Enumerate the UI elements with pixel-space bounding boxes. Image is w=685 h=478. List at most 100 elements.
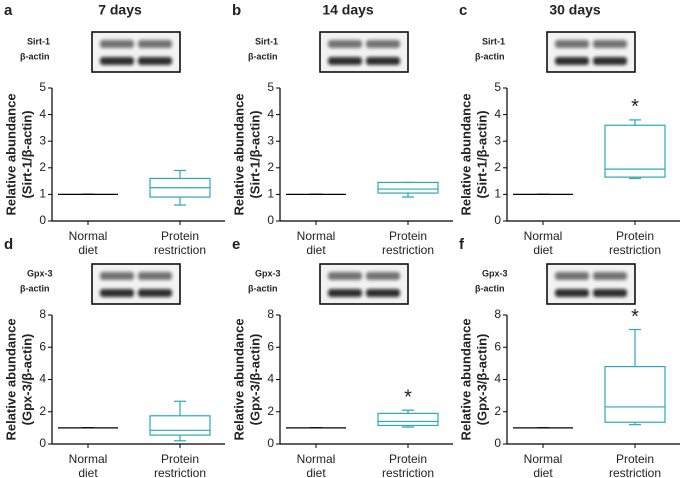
y-tick-label: 2 xyxy=(494,160,501,174)
y-tick-label: 4 xyxy=(267,107,274,121)
x-tick-label: restriction xyxy=(609,243,661,257)
y-tick-label: 6 xyxy=(494,339,501,353)
box xyxy=(604,366,666,423)
y-tick-label: 2 xyxy=(39,160,46,174)
x-tick-label: Normal xyxy=(524,452,563,466)
blot-label: β-actin xyxy=(20,51,50,61)
panel-letter: d xyxy=(4,236,13,253)
blot-label: Sirt-1 xyxy=(27,36,50,46)
blot-band xyxy=(328,289,362,297)
blot-band xyxy=(138,40,172,48)
x-tick-label: Normal xyxy=(69,229,108,243)
y-tick-label: 1 xyxy=(39,187,46,201)
y-tick-label: 8 xyxy=(39,307,46,321)
blot-band xyxy=(366,40,400,48)
panel-letter: a xyxy=(4,2,13,19)
box xyxy=(377,412,439,427)
blot-band xyxy=(328,272,362,280)
y-axis-label: (Sirt-1/β-actin) xyxy=(247,110,262,198)
box xyxy=(604,124,666,178)
y-tick-label: 4 xyxy=(39,107,46,121)
x-tick-label: restriction xyxy=(382,243,434,257)
y-tick-label: 1 xyxy=(267,187,274,201)
x-tick-label: Protein xyxy=(616,452,654,466)
panel-letter: b xyxy=(232,2,241,19)
y-tick-label: 3 xyxy=(39,133,46,147)
blot-band xyxy=(555,272,589,280)
significance-marker: * xyxy=(404,386,412,408)
y-tick-label: 0 xyxy=(267,213,274,227)
blot-label: Sirt-1 xyxy=(255,36,278,46)
y-axis-label: Relative abundance xyxy=(458,318,473,440)
blot-label: Sirt-1 xyxy=(482,36,505,46)
blot-band xyxy=(328,57,362,65)
x-tick-label: diet xyxy=(533,243,553,257)
x-tick-label: diet xyxy=(78,243,98,257)
significance-marker: * xyxy=(631,96,639,118)
y-tick-label: 2 xyxy=(267,404,274,418)
blot-label: β-actin xyxy=(20,283,50,293)
panel-letter: e xyxy=(232,236,240,253)
y-axis-label: (Sirt-1/β-actin) xyxy=(474,110,489,198)
y-tick-label: 2 xyxy=(267,160,274,174)
x-tick-label: Protein xyxy=(389,452,427,466)
blot-band xyxy=(100,272,134,280)
blot-band xyxy=(138,289,172,297)
y-axis-label: Relative abundance xyxy=(3,318,18,440)
x-tick-label: restriction xyxy=(382,466,434,478)
panel-title: 30 days xyxy=(549,2,601,18)
blot-frame xyxy=(319,31,409,73)
blot-band xyxy=(555,40,589,48)
y-axis-label: Relative abundance xyxy=(458,93,473,215)
x-tick-label: Protein xyxy=(161,452,199,466)
blot-label: Gpx-3 xyxy=(482,268,508,278)
y-tick-label: 4 xyxy=(267,372,274,386)
panel-title: 14 days xyxy=(322,2,374,18)
blot-band xyxy=(593,289,627,297)
x-tick-label: restriction xyxy=(154,466,206,478)
panel-letter: c xyxy=(459,2,467,19)
blot-band xyxy=(555,289,589,297)
y-tick-label: 5 xyxy=(267,80,274,94)
blot-band xyxy=(593,272,627,280)
y-tick-label: 1 xyxy=(494,187,501,201)
y-tick-label: 0 xyxy=(494,436,501,450)
y-tick-label: 4 xyxy=(494,372,501,386)
y-tick-label: 2 xyxy=(494,404,501,418)
y-tick-label: 0 xyxy=(39,213,46,227)
x-tick-label: Protein xyxy=(161,229,199,243)
y-axis-label: (Gpx-3/β-actin) xyxy=(247,334,262,426)
y-tick-label: 4 xyxy=(39,372,46,386)
box xyxy=(149,415,211,436)
y-tick-label: 6 xyxy=(267,339,274,353)
x-tick-label: diet xyxy=(78,466,98,478)
blot-label: β-actin xyxy=(475,283,505,293)
blot-band xyxy=(138,272,172,280)
y-tick-label: 5 xyxy=(494,80,501,94)
x-tick-label: Protein xyxy=(389,229,427,243)
blot-band xyxy=(366,57,400,65)
blot-band xyxy=(138,57,172,65)
blot-label: β-actin xyxy=(248,283,278,293)
blot-band xyxy=(366,289,400,297)
blot-frame xyxy=(319,263,409,305)
y-tick-label: 3 xyxy=(494,133,501,147)
y-tick-label: 5 xyxy=(39,80,46,94)
x-tick-label: diet xyxy=(306,466,326,478)
blot-label: Gpx-3 xyxy=(27,268,53,278)
y-axis-label: Relative abundance xyxy=(3,93,18,215)
x-tick-label: Normal xyxy=(297,452,336,466)
blot-frame xyxy=(546,263,636,305)
blot-band xyxy=(100,289,134,297)
blot-band xyxy=(555,57,589,65)
x-tick-label: Normal xyxy=(297,229,336,243)
x-tick-label: diet xyxy=(533,466,553,478)
y-axis-label: Relative abundance xyxy=(231,93,246,215)
x-tick-label: restriction xyxy=(154,243,206,257)
blot-frame xyxy=(91,31,181,73)
panel-letter: f xyxy=(459,236,465,253)
y-tick-label: 2 xyxy=(39,404,46,418)
y-axis-label: (Gpx-3/β-actin) xyxy=(474,334,489,426)
blot-band xyxy=(100,40,134,48)
y-tick-label: 0 xyxy=(494,213,501,227)
